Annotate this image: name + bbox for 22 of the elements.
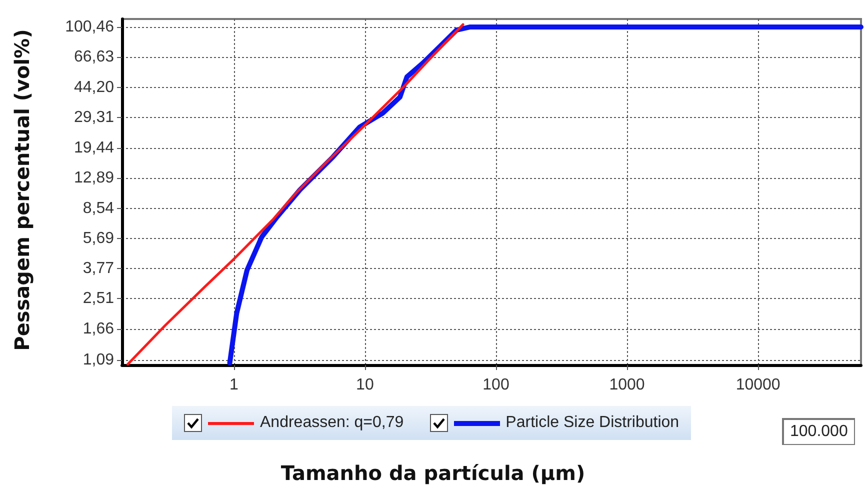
y-tick-label: 1,66 [82,320,114,338]
y-tick-label: 12,89 [74,170,114,187]
y-tick-label: 3,77 [82,260,114,278]
y-tick-label: 1,09 [82,352,114,369]
y-tick-label: 19,44 [74,139,114,156]
y-tick-label: 100,46 [65,18,114,36]
legend-label: Andreassen: q=0,79 [260,414,404,432]
y-tick-label: 29,31 [74,109,114,126]
x-axis-title: Tamanho da partícula (µm) [280,461,586,485]
y-tick-label: 44,20 [74,78,114,96]
y-tick-label: 2,51 [82,290,114,308]
y-tick-label: 5,69 [82,230,114,247]
text: 100.000 [782,418,855,445]
x-tick-label: 1 [229,376,238,394]
x-tick-label: 100 [482,376,510,394]
legend-label: Particle Size Distribution [506,414,680,432]
y-tick-label: 66,63 [74,48,114,66]
x-tick-label: 10 [356,376,374,394]
x-tick-label: 1000 [609,376,645,394]
y-tick-label: 8,54 [82,200,114,218]
y-axis-title: Pessagem percentual (vol%) [10,29,34,351]
x-tick-label: 10000 [736,376,780,394]
